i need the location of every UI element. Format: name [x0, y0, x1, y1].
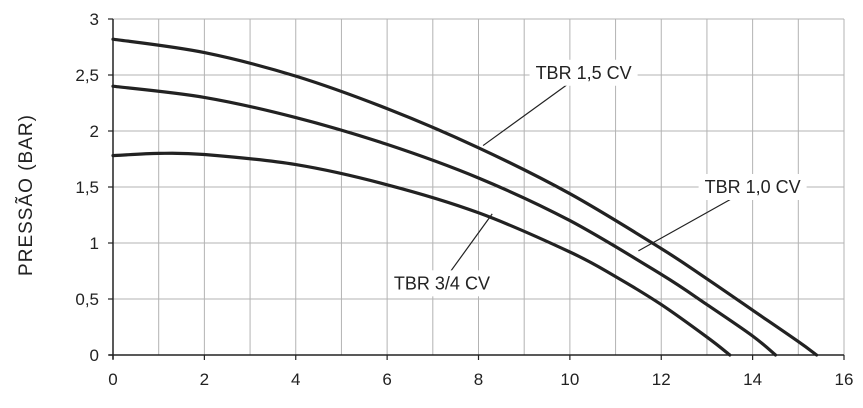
- x-tick-label: 6: [382, 370, 391, 389]
- annotation-label: TBR 1,0 CV: [698, 174, 807, 200]
- y-tick-label: 2,5: [75, 66, 99, 85]
- axes: [108, 18, 845, 360]
- annotation-label: TBR 1,5 CV: [529, 59, 638, 86]
- series-line-tbr-1-0-cv: [111, 84, 778, 357]
- x-tick-label: 14: [743, 370, 762, 389]
- x-tick-label: 0: [108, 370, 117, 389]
- x-tick-label: 8: [474, 370, 483, 389]
- annotation-label: TBR 3/4 CV: [387, 270, 496, 297]
- y-tick-label: 1,5: [75, 178, 99, 197]
- series-curves: [111, 37, 819, 357]
- series-annotations: TBR 1,5 CV TBR 1,0 CV TBR 3/4 CV: [387, 59, 807, 297]
- annotation-label-background: [529, 59, 638, 86]
- annotation-label-background: [387, 270, 496, 297]
- annotation-label-text: TBR 1,0 CV: [705, 177, 801, 197]
- y-tick-label: 1: [90, 234, 99, 253]
- series-line-tbr-1-5-cv: [111, 37, 819, 357]
- y-axis-title: PRESSÃO (BAR): [15, 114, 37, 276]
- annotation-label-text: TBR 3/4 CV: [394, 273, 490, 293]
- annotation-label-text: TBR 1,5 CV: [536, 63, 632, 83]
- series-line-tbr-3-4-cv: [111, 151, 732, 357]
- y-tick-label: 2: [90, 122, 99, 141]
- x-tick-labels: 0 2 4 6 8 10 12 14 16: [108, 370, 853, 389]
- x-tick-label: 10: [560, 370, 579, 389]
- x-tick-label: 16: [835, 370, 854, 389]
- y-tick-labels: 0 0,5 1 1,5 2 2,5 3: [75, 10, 99, 365]
- annotation-label-background: [698, 174, 807, 200]
- y-tick-label: 0: [90, 346, 99, 365]
- x-tick-label: 2: [200, 370, 209, 389]
- x-tick-label: 12: [652, 370, 671, 389]
- x-tick-label: 4: [291, 370, 300, 389]
- y-tick-label: 3: [90, 10, 99, 29]
- y-tick-label: 0,5: [75, 290, 99, 309]
